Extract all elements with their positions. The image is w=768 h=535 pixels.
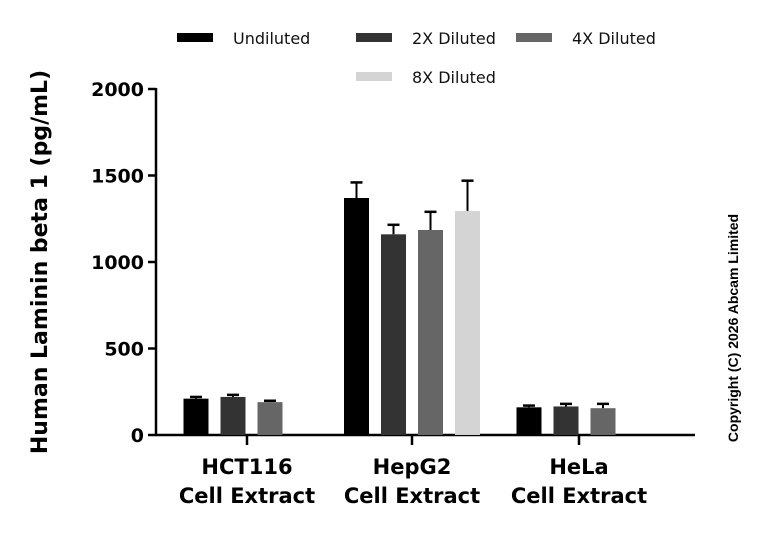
y-tick-label: 1500	[91, 166, 144, 188]
x-category-label: Cell Extract	[511, 484, 647, 508]
y-tick-label: 0	[131, 425, 144, 447]
legend-swatch	[516, 33, 552, 42]
bar	[516, 407, 542, 435]
x-category-label: Cell Extract	[344, 484, 480, 508]
bar	[220, 396, 246, 435]
bar	[418, 229, 443, 435]
y-tick-label: 2000	[91, 79, 144, 101]
legend-swatch	[356, 33, 392, 42]
x-category-label: HCT116	[201, 455, 292, 479]
bar	[455, 210, 480, 435]
x-category-label: Cell Extract	[179, 484, 315, 508]
x-category-label: HepG2	[373, 455, 452, 479]
bar	[381, 234, 406, 435]
x-category-label: HeLa	[549, 455, 608, 479]
y-axis-label: Human Laminin beta 1 (pg/mL)	[28, 70, 53, 454]
y-tick-label: 500	[104, 339, 144, 361]
y-tick-label: 1000	[91, 252, 144, 274]
legend-label: 2X Diluted	[412, 29, 496, 48]
legend-swatch	[177, 33, 213, 42]
bar	[590, 408, 616, 435]
bar	[344, 197, 369, 435]
legend-label: 4X Diluted	[572, 29, 656, 48]
copyright-text: Copyright (C) 2026 Abcam Limited	[725, 214, 741, 442]
bar	[553, 406, 579, 435]
legend-swatch	[356, 72, 392, 81]
bar	[257, 402, 283, 435]
legend-label: Undiluted	[233, 29, 310, 48]
legend-label: 8X Diluted	[412, 68, 496, 87]
bar	[183, 398, 209, 435]
